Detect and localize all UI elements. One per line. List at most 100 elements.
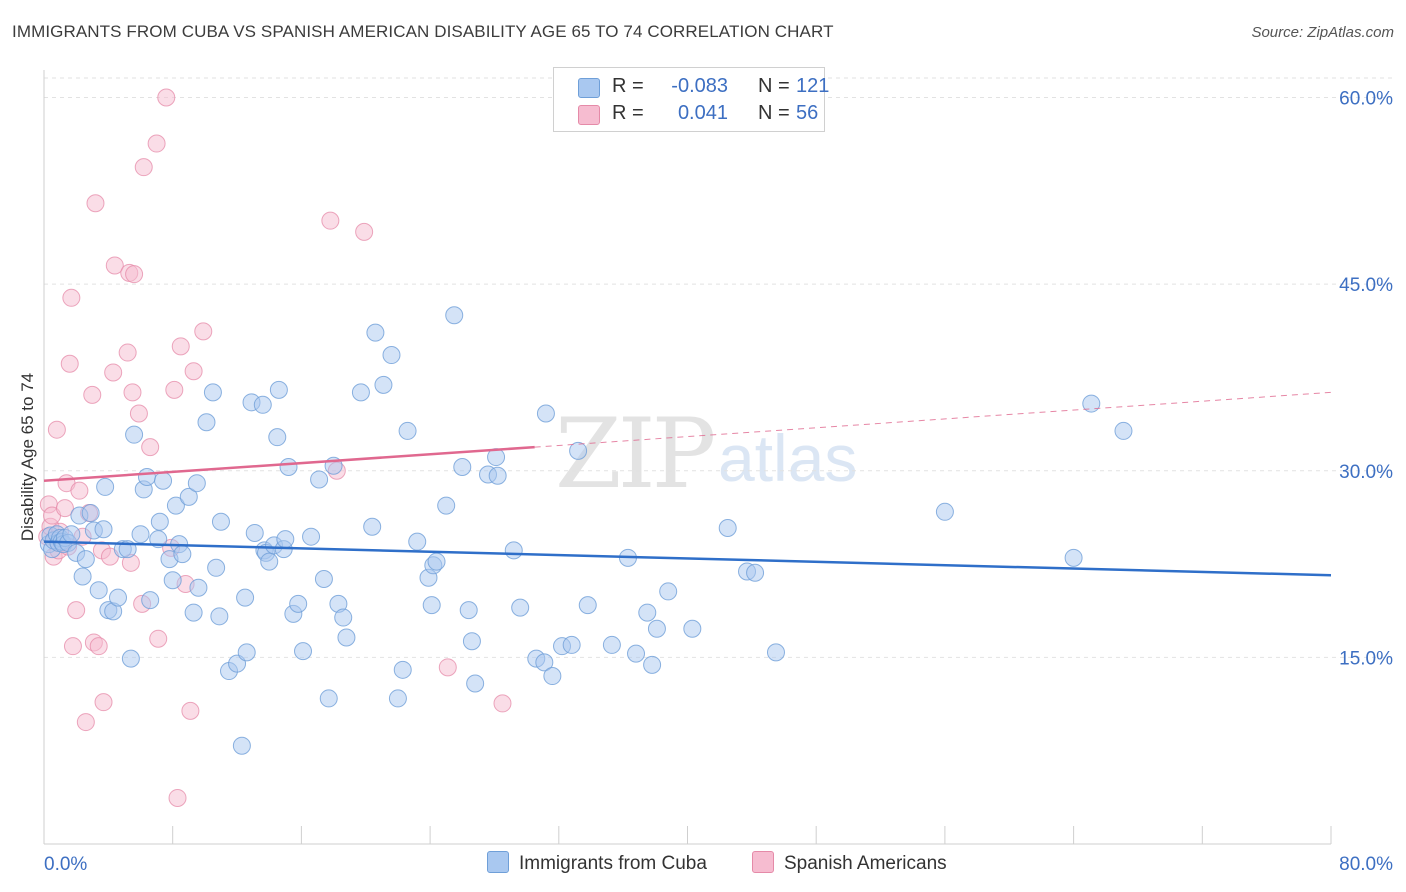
cuba-point xyxy=(276,530,295,549)
cuba-point xyxy=(935,502,954,521)
cuba-point xyxy=(279,458,298,477)
cuba-n-value: 121 xyxy=(796,75,830,97)
cuba-point xyxy=(408,532,427,551)
spanish-point xyxy=(63,637,82,656)
y-tick-label: 60.0% xyxy=(1339,89,1393,110)
axes xyxy=(43,70,1332,845)
x-tick-label: 80.0% xyxy=(1339,854,1393,875)
cuba-point xyxy=(125,425,144,444)
cuba-point xyxy=(683,619,702,638)
cuba-point xyxy=(366,323,385,342)
spanish-point xyxy=(134,158,153,177)
cuba-point xyxy=(314,569,333,588)
cuba-point xyxy=(245,523,264,542)
spanish-point xyxy=(47,420,66,439)
spanish-point xyxy=(141,438,160,457)
cuba-point xyxy=(319,689,338,708)
cuba-point xyxy=(393,660,412,679)
cuba-point xyxy=(137,467,156,486)
cuba-point xyxy=(211,512,230,531)
chart-title: IMMIGRANTS FROM CUBA VS SPANISH AMERICAN… xyxy=(12,22,834,41)
cuba-point xyxy=(543,667,562,686)
cuba-point xyxy=(269,380,288,399)
spanish-point xyxy=(125,265,144,284)
cuba-point xyxy=(253,395,272,414)
cuba-point xyxy=(62,525,81,544)
spanish-point xyxy=(129,404,148,423)
cuba-point xyxy=(76,550,95,569)
y-tick-label: 45.0% xyxy=(1339,275,1393,296)
cuba-point xyxy=(638,603,657,622)
cuba-point xyxy=(536,404,555,423)
trend-lines xyxy=(43,391,1332,577)
cuba-point xyxy=(179,487,198,506)
cuba-r-value: -0.083 xyxy=(671,75,728,97)
cuba-point xyxy=(602,635,621,654)
legend-item-spanish[interactable]: Spanish Americans xyxy=(752,851,947,875)
spanish-point xyxy=(94,693,113,712)
cuba-point xyxy=(141,591,160,610)
cuba-point xyxy=(310,470,329,489)
cuba-point xyxy=(562,635,581,654)
axis-labels: 15.0% 30.0% 45.0% 60.0% 0.0% 80.0% Disability … xyxy=(18,89,1393,876)
cuba-point xyxy=(488,466,507,485)
cuba-point xyxy=(232,736,251,755)
cuba-point xyxy=(462,632,481,651)
cuba-point xyxy=(236,588,255,607)
spanish-trend-line xyxy=(43,445,535,482)
cuba-point xyxy=(466,674,485,693)
cuba-point xyxy=(766,643,785,662)
cuba-point xyxy=(351,383,370,402)
cuba-point xyxy=(203,383,222,402)
spanish-point xyxy=(171,337,190,356)
cuba-point xyxy=(81,504,100,523)
cuba-point xyxy=(504,541,523,560)
spanish-point xyxy=(104,363,123,382)
cuba-point xyxy=(382,346,401,365)
cuba-point xyxy=(578,596,597,615)
cuba-point xyxy=(294,642,313,661)
y-tick-label: 15.0% xyxy=(1339,648,1393,669)
x-tick-label: 0.0% xyxy=(44,854,87,875)
cuba-point xyxy=(746,563,765,582)
cuba-point xyxy=(207,558,226,577)
cuba-point xyxy=(197,413,216,432)
spanish-point xyxy=(62,288,81,307)
watermark-atlas: atlas xyxy=(718,421,858,495)
cuba-point xyxy=(289,594,308,613)
cuba-point xyxy=(459,601,478,620)
cuba-point xyxy=(94,520,113,539)
cuba-point xyxy=(659,582,678,601)
legend-item-cuba[interactable]: Immigrants from Cuba xyxy=(487,851,707,875)
cuba-point xyxy=(260,552,279,571)
cuba-points xyxy=(39,306,1133,755)
cuba-point xyxy=(647,619,666,638)
cuba-point xyxy=(1114,421,1133,440)
cuba-point xyxy=(363,517,382,536)
spanish-point xyxy=(147,134,166,153)
source-label: Source: ZipAtlas.com xyxy=(1251,24,1394,41)
cuba-legend-swatch xyxy=(487,851,509,873)
cuba-point xyxy=(163,571,182,590)
spanish-point xyxy=(321,211,340,230)
cuba-legend-label: Immigrants from Cuba xyxy=(519,853,707,874)
spanish-r-value: 0.041 xyxy=(677,102,728,124)
cuba-point xyxy=(1082,394,1101,413)
cuba-point xyxy=(374,375,393,394)
cuba-point xyxy=(643,655,662,674)
cuba-point xyxy=(73,567,92,586)
spanish-point xyxy=(194,322,213,341)
y-tick-label: 30.0% xyxy=(1339,462,1393,483)
cuba-point xyxy=(388,689,407,708)
cuba-point xyxy=(150,512,169,531)
spanish-point xyxy=(86,194,105,213)
spanish-point xyxy=(55,499,74,518)
cuba-point xyxy=(511,598,530,617)
spanish-point xyxy=(67,601,86,620)
cuba-point xyxy=(89,581,108,600)
spanish-point xyxy=(157,88,176,107)
y-axis-label: Disability Age 65 to 74 xyxy=(18,373,37,541)
spanish-point xyxy=(181,701,200,720)
spanish-r-label: R = xyxy=(612,102,644,124)
